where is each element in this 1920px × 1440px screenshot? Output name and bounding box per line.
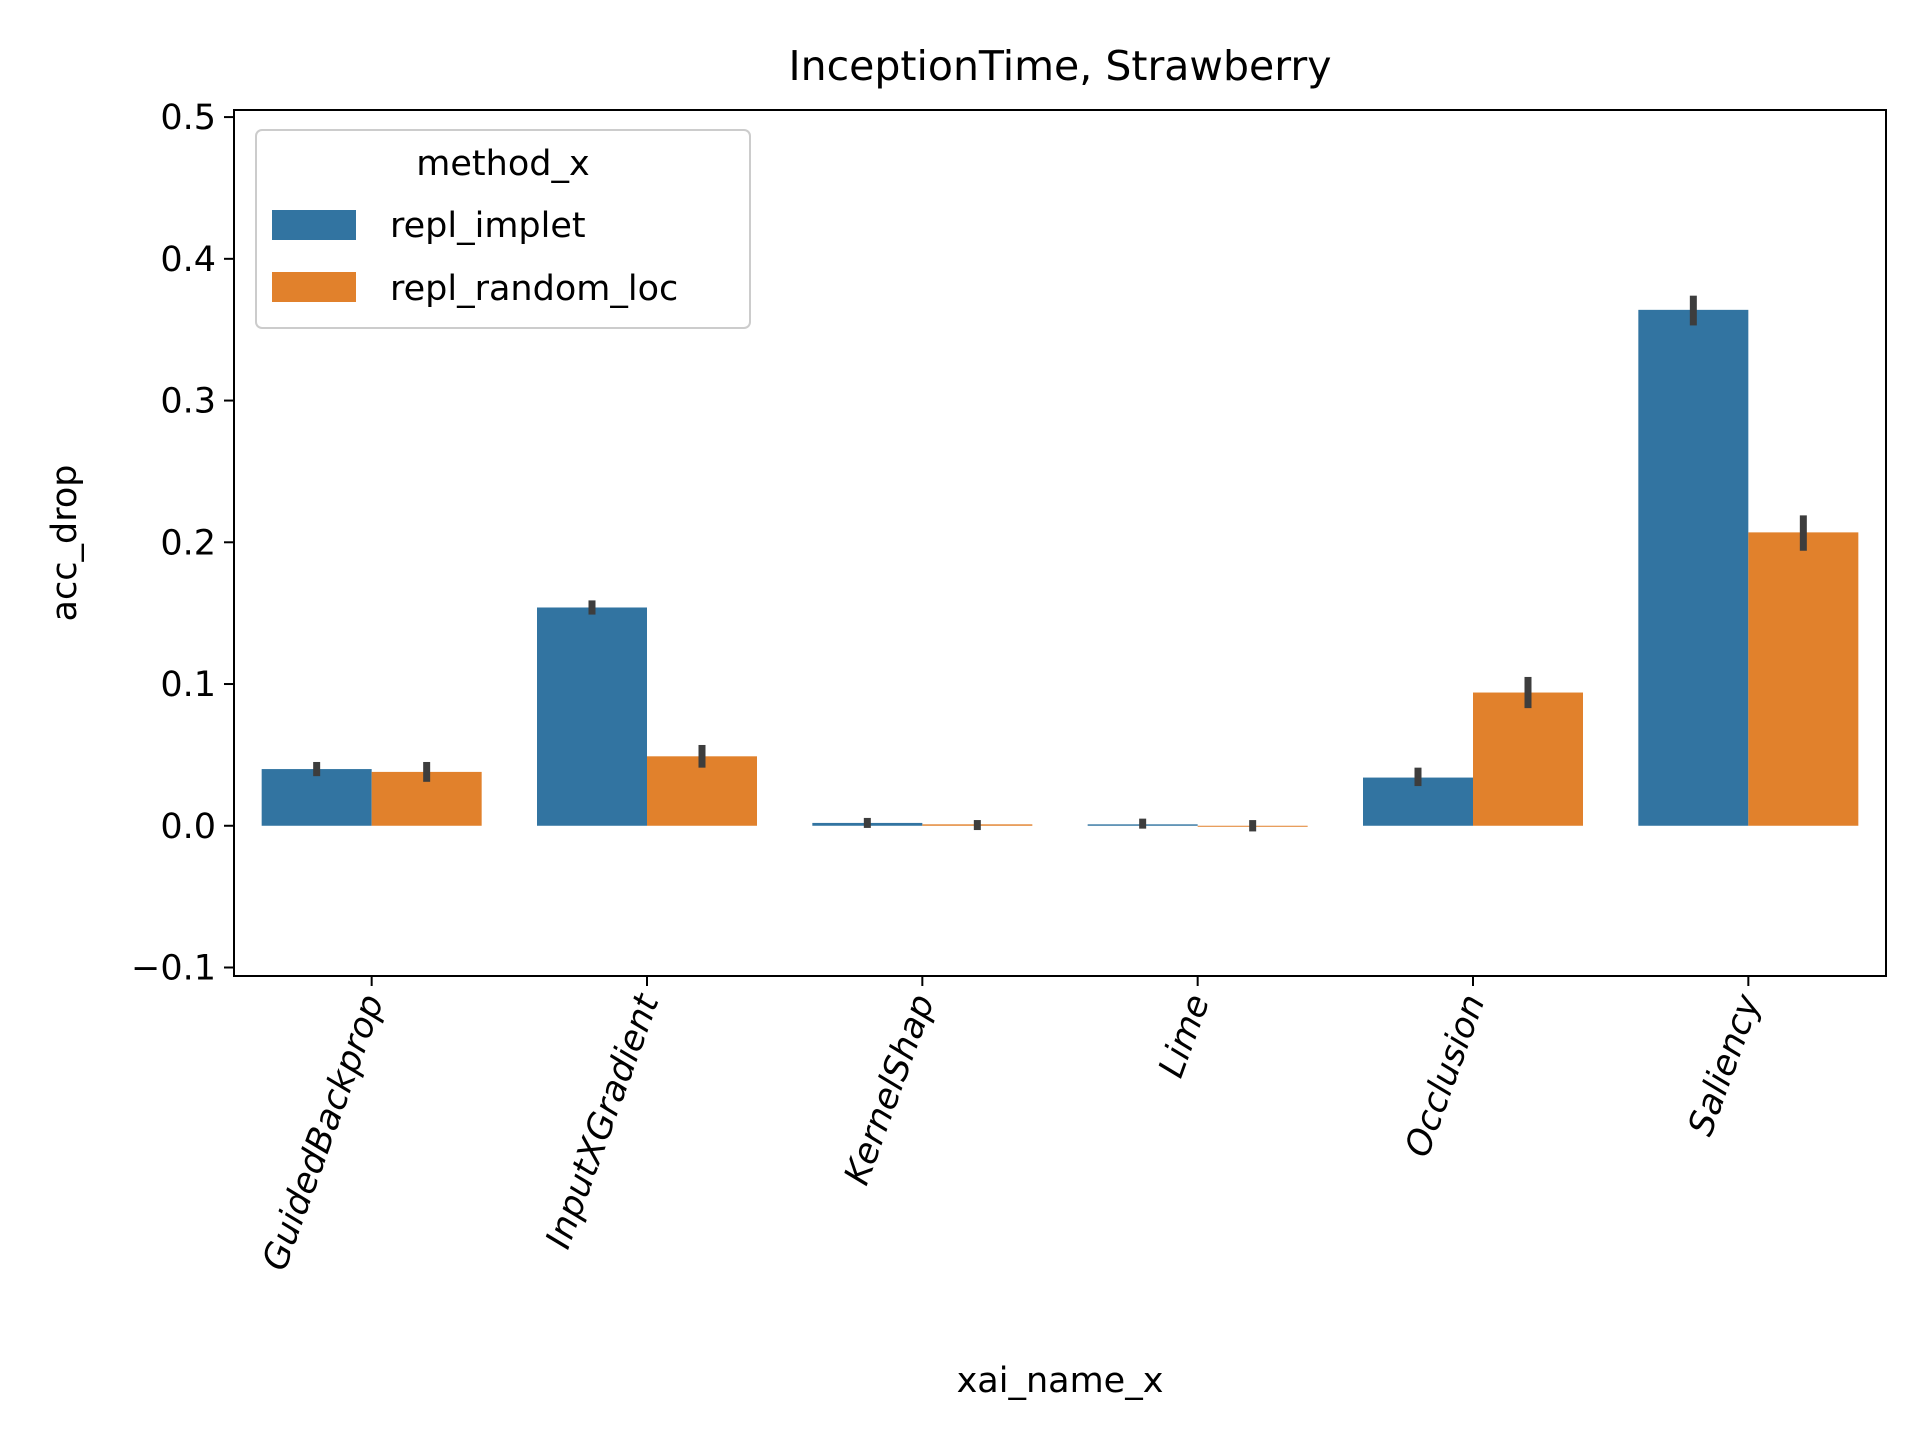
y-tick-label: 0.1 bbox=[160, 665, 216, 705]
y-tick-label: 0.4 bbox=[160, 240, 216, 280]
bar-saliency-repl-implet bbox=[1638, 309, 1749, 826]
y-axis-title: acc_drop bbox=[45, 465, 85, 622]
y-tick-label: 0.2 bbox=[160, 523, 216, 563]
bar-inputxgradient-repl-implet bbox=[537, 607, 647, 826]
y-axis-ticks: −0.1 0.0 0.1 0.2 0.3 0.4 0.5 bbox=[131, 98, 234, 988]
y-tick-label: 0.5 bbox=[160, 98, 216, 138]
y-tick-label: 0.0 bbox=[160, 807, 216, 847]
legend-box bbox=[255, 129, 751, 329]
chart-title: InceptionTime, Strawberry bbox=[789, 42, 1332, 90]
legend-title: method_x bbox=[416, 144, 589, 184]
y-tick-label: 0.3 bbox=[160, 382, 216, 422]
y-tick-label: −0.1 bbox=[131, 948, 216, 988]
bar-saliency-repl-random-loc bbox=[1748, 532, 1859, 826]
x-axis-title: xai_name_x bbox=[957, 1361, 1164, 1401]
bar-occlusion-repl-random-loc bbox=[1473, 692, 1583, 826]
legend-swatch-repl-random-loc bbox=[272, 272, 356, 302]
legend: method_x repl_implet repl_random_loc bbox=[255, 129, 751, 329]
legend-label-repl-implet: repl_implet bbox=[390, 206, 586, 246]
errorbars-group bbox=[313, 295, 1807, 832]
bar-inputxgradient-repl-random-loc bbox=[647, 756, 757, 826]
legend-label-repl-random-loc: repl_random_loc bbox=[390, 269, 678, 309]
bar-guidedbackprop-repl-implet bbox=[261, 769, 372, 826]
legend-swatch-repl-implet bbox=[272, 210, 356, 240]
bars-group bbox=[261, 309, 1859, 827]
